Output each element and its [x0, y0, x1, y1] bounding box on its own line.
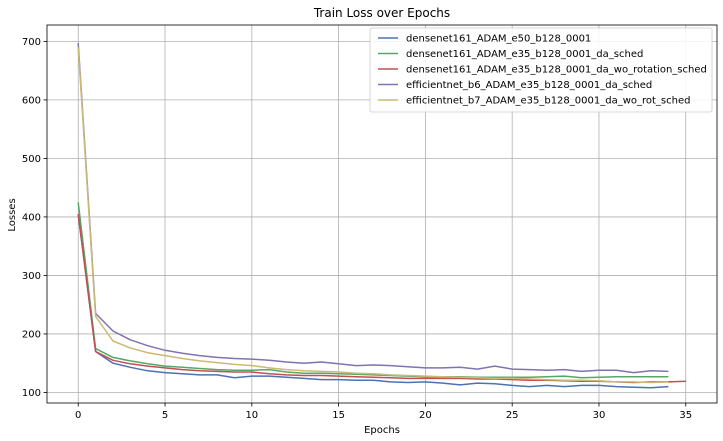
y-tick-label: 600: [22, 95, 41, 106]
y-tick-label: 400: [22, 212, 41, 223]
y-tick-label: 300: [22, 271, 41, 282]
x-tick-label: 0: [75, 410, 81, 421]
y-axis-label: Losses: [7, 198, 18, 231]
x-axis-label: Epochs: [364, 425, 400, 436]
x-tick-label: 5: [162, 410, 168, 421]
x-tick-label: 25: [506, 410, 519, 421]
y-tick-label: 500: [22, 154, 41, 165]
series-lines: [77, 43, 686, 389]
plot-frame: [46, 24, 718, 404]
legend: densenet161_ADAM_e50_b128_0001 densenet16…: [369, 27, 713, 113]
x-tick-label: 15: [332, 410, 345, 421]
axis-ticks: 0 5 10 15 20 25 30 35 100 200 300 400 500 600 700: [22, 37, 692, 421]
legend-label: densenet161_ADAM_e35_b128_0001_da_sched: [406, 49, 643, 60]
legend-label: efficientnet_b7_ADAM_e35_b128_0001_da_wo…: [406, 96, 690, 107]
x-tick-label: 10: [245, 410, 258, 421]
chart-title: Train Loss over Epochs: [313, 6, 450, 20]
y-tick-label: 100: [22, 388, 41, 399]
legend-label: efficientnet_b6_ADAM_e35_b128_0001_da_sc…: [406, 80, 652, 91]
series-line-3: [77, 213, 686, 384]
y-tick-label: 200: [22, 329, 41, 340]
x-tick-label: 35: [679, 410, 692, 421]
legend-label: densenet161_ADAM_e50_b128_0001: [406, 34, 591, 45]
x-tick-label: 30: [593, 410, 606, 421]
series-line-5: [77, 47, 669, 384]
legend-label: densenet161_ADAM_e35_b128_0001_da_wo_rot…: [406, 65, 707, 76]
series-line-1: [77, 213, 669, 389]
series-line-2: [77, 202, 669, 379]
y-tick-label: 700: [22, 37, 41, 48]
legend-box: [369, 27, 713, 113]
x-tick-label: 20: [419, 410, 432, 421]
series-line-4: [77, 43, 669, 374]
